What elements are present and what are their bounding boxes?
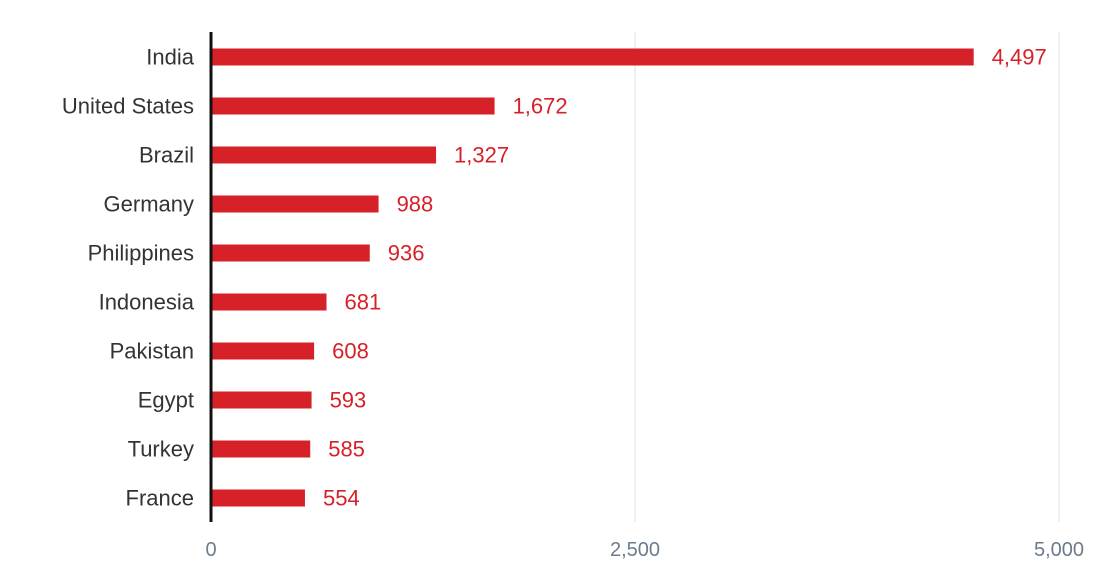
value-label-3: 988 xyxy=(397,192,434,217)
bar-6 xyxy=(211,342,315,360)
value-label-7: 593 xyxy=(330,388,367,413)
gridlines xyxy=(634,32,1060,522)
bar-8 xyxy=(211,440,311,458)
bar-1 xyxy=(211,97,495,115)
value-label-9: 554 xyxy=(323,486,360,511)
category-label-7: Egypt xyxy=(138,388,194,413)
x-tick-label-1: 2,500 xyxy=(610,539,660,561)
category-label-2: Brazil xyxy=(139,143,194,168)
labels: India 4,497 United States 1,672 Brazil 1,327 G… xyxy=(62,45,1084,562)
category-label-1: United States xyxy=(62,94,194,119)
category-label-6: Pakistan xyxy=(110,339,194,364)
value-label-1: 1,672 xyxy=(513,94,568,119)
category-label-9: France xyxy=(126,486,194,511)
bars xyxy=(211,48,974,507)
category-label-0: India xyxy=(146,45,194,70)
bar-9 xyxy=(211,489,305,507)
bar-4 xyxy=(211,244,370,262)
bar-5 xyxy=(211,293,327,311)
value-label-8: 585 xyxy=(328,437,365,462)
bar-0 xyxy=(211,48,974,66)
category-label-3: Germany xyxy=(104,192,194,217)
bar-7 xyxy=(211,391,312,409)
value-label-6: 608 xyxy=(332,339,369,364)
x-tick-label-0: 0 xyxy=(205,539,216,561)
value-label-2: 1,327 xyxy=(454,143,509,168)
bar-3 xyxy=(211,195,379,213)
x-tick-label-2: 5,000 xyxy=(1034,539,1084,561)
value-label-4: 936 xyxy=(388,241,425,266)
value-label-5: 681 xyxy=(344,290,381,315)
bar-2 xyxy=(211,146,437,164)
category-label-4: Philippines xyxy=(88,241,194,266)
category-label-5: Indonesia xyxy=(99,290,195,315)
category-label-8: Turkey xyxy=(128,437,194,462)
value-label-0: 4,497 xyxy=(992,45,1047,70)
